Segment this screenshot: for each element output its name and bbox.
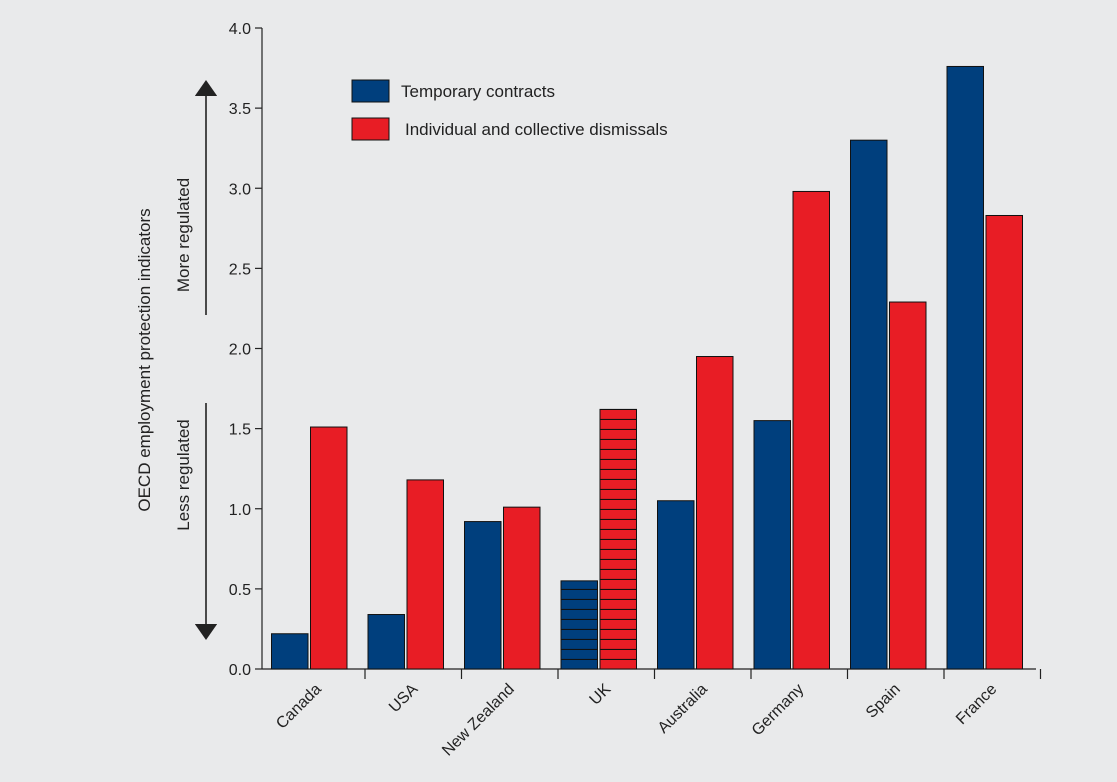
y-ticks: 0.0 0.5 1.0 1.5 2.0 2.5 3.0 3.5 4.0 [229,21,262,679]
bar-temporary-australia [657,500,695,670]
x-tick-label: Spain [863,681,904,722]
bar-dismissals-germany [792,190,830,670]
y-tick-label: 0.5 [229,582,251,599]
y-tick-label: 3.5 [229,101,251,118]
legend-swatch-dismissals [351,117,390,141]
y-tick-label: 1.0 [229,502,251,519]
bars [271,65,1023,670]
bar-temporary-germany [753,420,791,670]
x-tick-label: USA [386,681,422,717]
x-tick-label: Canada [273,681,325,733]
y-tick-label: 2.5 [229,261,251,278]
legend-label-dismissals: Individual and collective dismissals [405,120,668,139]
bar-temporary-spain [850,139,888,670]
y-tick-label: 0.0 [229,662,251,679]
bar-dismissals-france [985,214,1023,670]
y-tick-label: 4.0 [229,21,251,38]
bar-temporary-uk [560,580,598,670]
bar-dismissals-australia [696,356,734,670]
x-tick-label: Australia [655,681,711,737]
more-regulated-label: More regulated [174,178,193,292]
bar-temporary-new-zealand [464,521,502,670]
legend-swatch-temporary [351,79,390,103]
bar-dismissals-canada [310,426,348,670]
y-tick-label: 2.0 [229,342,251,359]
bar-dismissals-uk [599,408,637,670]
bar-dismissals-usa [406,479,444,670]
bar-temporary-france [946,65,984,670]
bar-dismissals-new-zealand [503,506,541,670]
x-ticks: Canada USA New Zealand UK Australia Germany Sp… [273,669,1042,760]
x-tick-label: France [953,681,1000,728]
x-tick-label: UK [587,681,615,709]
bar-temporary-usa [367,614,405,670]
bar-temporary-canada [271,633,309,670]
legend: Temporary contracts Individual and collec… [351,79,668,141]
x-tick-label: New Zealand [439,681,518,760]
x-tick-label: Germany [749,681,808,740]
bar-dismissals-spain [889,301,927,670]
y-tick-label: 3.0 [229,181,251,198]
y-tick-label: 1.5 [229,422,251,439]
y-axis-title: OECD employment protection indicators [135,208,154,511]
less-regulated-label: Less regulated [174,419,193,531]
legend-label-temporary: Temporary contracts [401,82,555,101]
